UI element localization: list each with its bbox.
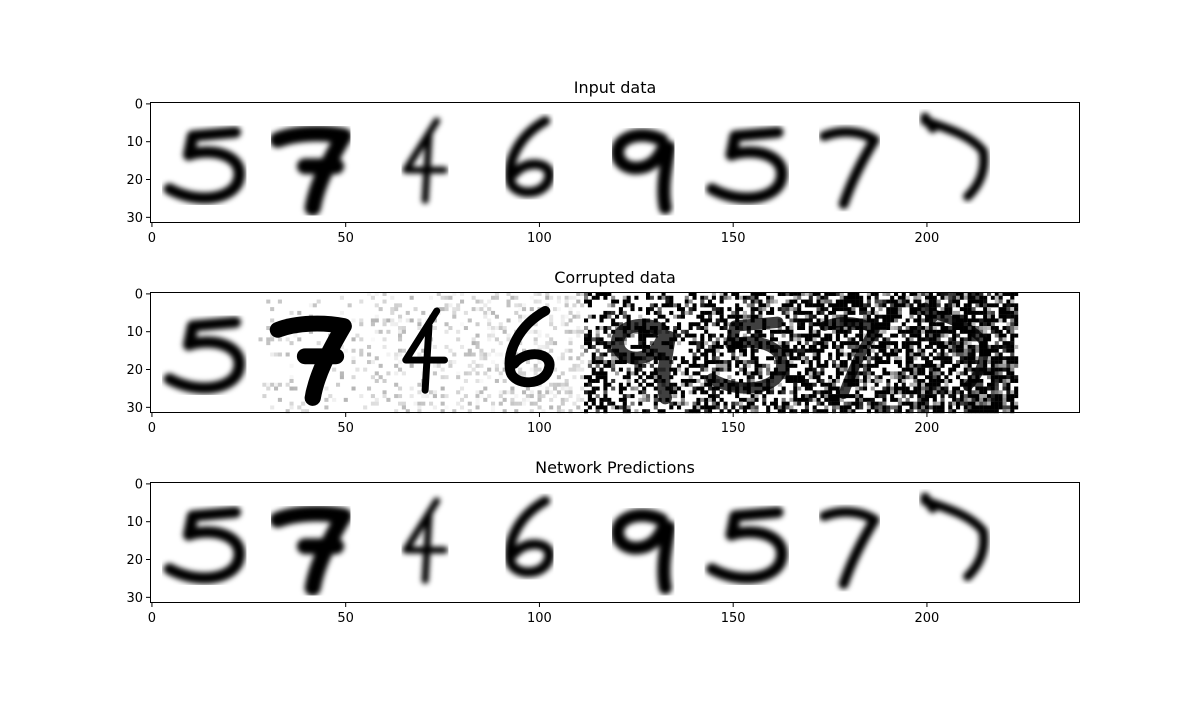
digit-5-stroke [163, 506, 245, 584]
digit-tile [475, 292, 585, 414]
digit-tile [692, 292, 802, 414]
x-tick-label: 100 [527, 421, 552, 436]
digit-7-stroke [920, 492, 989, 582]
digit-7-stroke [819, 507, 880, 590]
digit-7-stroke [920, 112, 989, 202]
digit-tile [163, 126, 245, 204]
digit-6-stroke [504, 495, 555, 578]
y-tick-label: 10 [126, 515, 143, 530]
digit-tile [706, 126, 788, 204]
x-tick-label: 50 [337, 231, 354, 246]
axes-frame [150, 292, 1080, 413]
y-tick-label: 20 [126, 363, 143, 378]
x-tick-label: 100 [527, 611, 552, 626]
digit-7-stroke [269, 505, 352, 596]
digit-5-stroke [163, 126, 245, 204]
digit-9-stroke [611, 509, 676, 595]
y-tick-label: 10 [126, 135, 143, 150]
y-tick-label: 0 [135, 477, 143, 492]
digit-tile [819, 127, 880, 210]
digit-tile [367, 292, 476, 414]
x-tick-label: 200 [915, 421, 940, 436]
y-tick-label: 0 [135, 97, 143, 112]
digit-tile [584, 292, 693, 414]
x-tick-label: 0 [148, 231, 156, 246]
y-tick-label: 20 [126, 173, 143, 188]
digit-9-stroke [611, 129, 676, 215]
digit-tile [909, 292, 1019, 414]
subplot-title: Network Predictions [535, 458, 695, 477]
digit-tile [504, 495, 555, 578]
digit-7-stroke [920, 302, 989, 392]
digit-tile [611, 509, 676, 595]
x-tick-label: 200 [915, 611, 940, 626]
digit-5-stroke [706, 316, 788, 394]
x-tick-label: 150 [721, 421, 746, 436]
digit-tile [163, 506, 245, 584]
x-tick-label: 50 [337, 611, 354, 626]
digit-tile [706, 506, 788, 584]
digit-tile [920, 112, 989, 202]
digit-5-stroke [706, 506, 788, 584]
digit-4-stroke [402, 117, 448, 204]
digit-tile [402, 497, 448, 584]
digit-4-stroke [402, 497, 448, 584]
digit-7-stroke [819, 127, 880, 210]
axes-frame [150, 482, 1080, 603]
y-tick-label: 30 [126, 591, 143, 606]
x-tick-label: 50 [337, 421, 354, 436]
subplot-title: Input data [574, 78, 657, 97]
noise-pixels [258, 295, 368, 414]
digit-tile [920, 492, 989, 582]
subplot-title: Corrupted data [554, 268, 676, 287]
digit-5-stroke [163, 316, 245, 394]
digit-tile [611, 129, 676, 215]
y-tick-label: 30 [126, 211, 143, 226]
digit-6-stroke [504, 305, 555, 388]
axes-frame [150, 102, 1080, 223]
subplot-2: Corrupted data 0 50 100 150 200 0 10 20 30 [126, 268, 1080, 436]
digit-7-stroke [269, 315, 352, 406]
noise-pixels [584, 292, 693, 414]
digit-7-stroke [269, 125, 352, 216]
y-tick-label: 0 [135, 287, 143, 302]
digit-tile [801, 292, 910, 414]
x-tick-label: 150 [721, 231, 746, 246]
digit-tile [402, 117, 448, 204]
x-tick-label: 0 [148, 611, 156, 626]
y-tick-label: 20 [126, 553, 143, 568]
digit-tile [163, 316, 245, 394]
noise-pixels [909, 292, 1019, 414]
y-tick-label: 30 [126, 401, 143, 416]
digit-tile [819, 507, 880, 590]
x-tick-label: 150 [721, 611, 746, 626]
digit-7-stroke [819, 317, 880, 400]
digit-5-stroke [706, 126, 788, 204]
y-tick-label: 10 [126, 325, 143, 340]
x-tick-label: 200 [915, 231, 940, 246]
subplot-1: Input data 0 50 100 150 200 0 10 20 30 [126, 78, 1080, 246]
digit-tile [504, 115, 555, 198]
digit-tile [269, 125, 352, 216]
noise-pixels [801, 292, 910, 414]
digit-4-stroke [402, 307, 448, 394]
subplot-3: Network Predictions 0 50 100 150 200 0 10 20 30 [126, 458, 1080, 626]
x-tick-label: 100 [527, 231, 552, 246]
digit-6-stroke [504, 115, 555, 198]
x-tick-label: 0 [148, 421, 156, 436]
digit-tile [258, 295, 368, 414]
digit-9-stroke [611, 319, 676, 405]
digit-tile [269, 505, 352, 596]
